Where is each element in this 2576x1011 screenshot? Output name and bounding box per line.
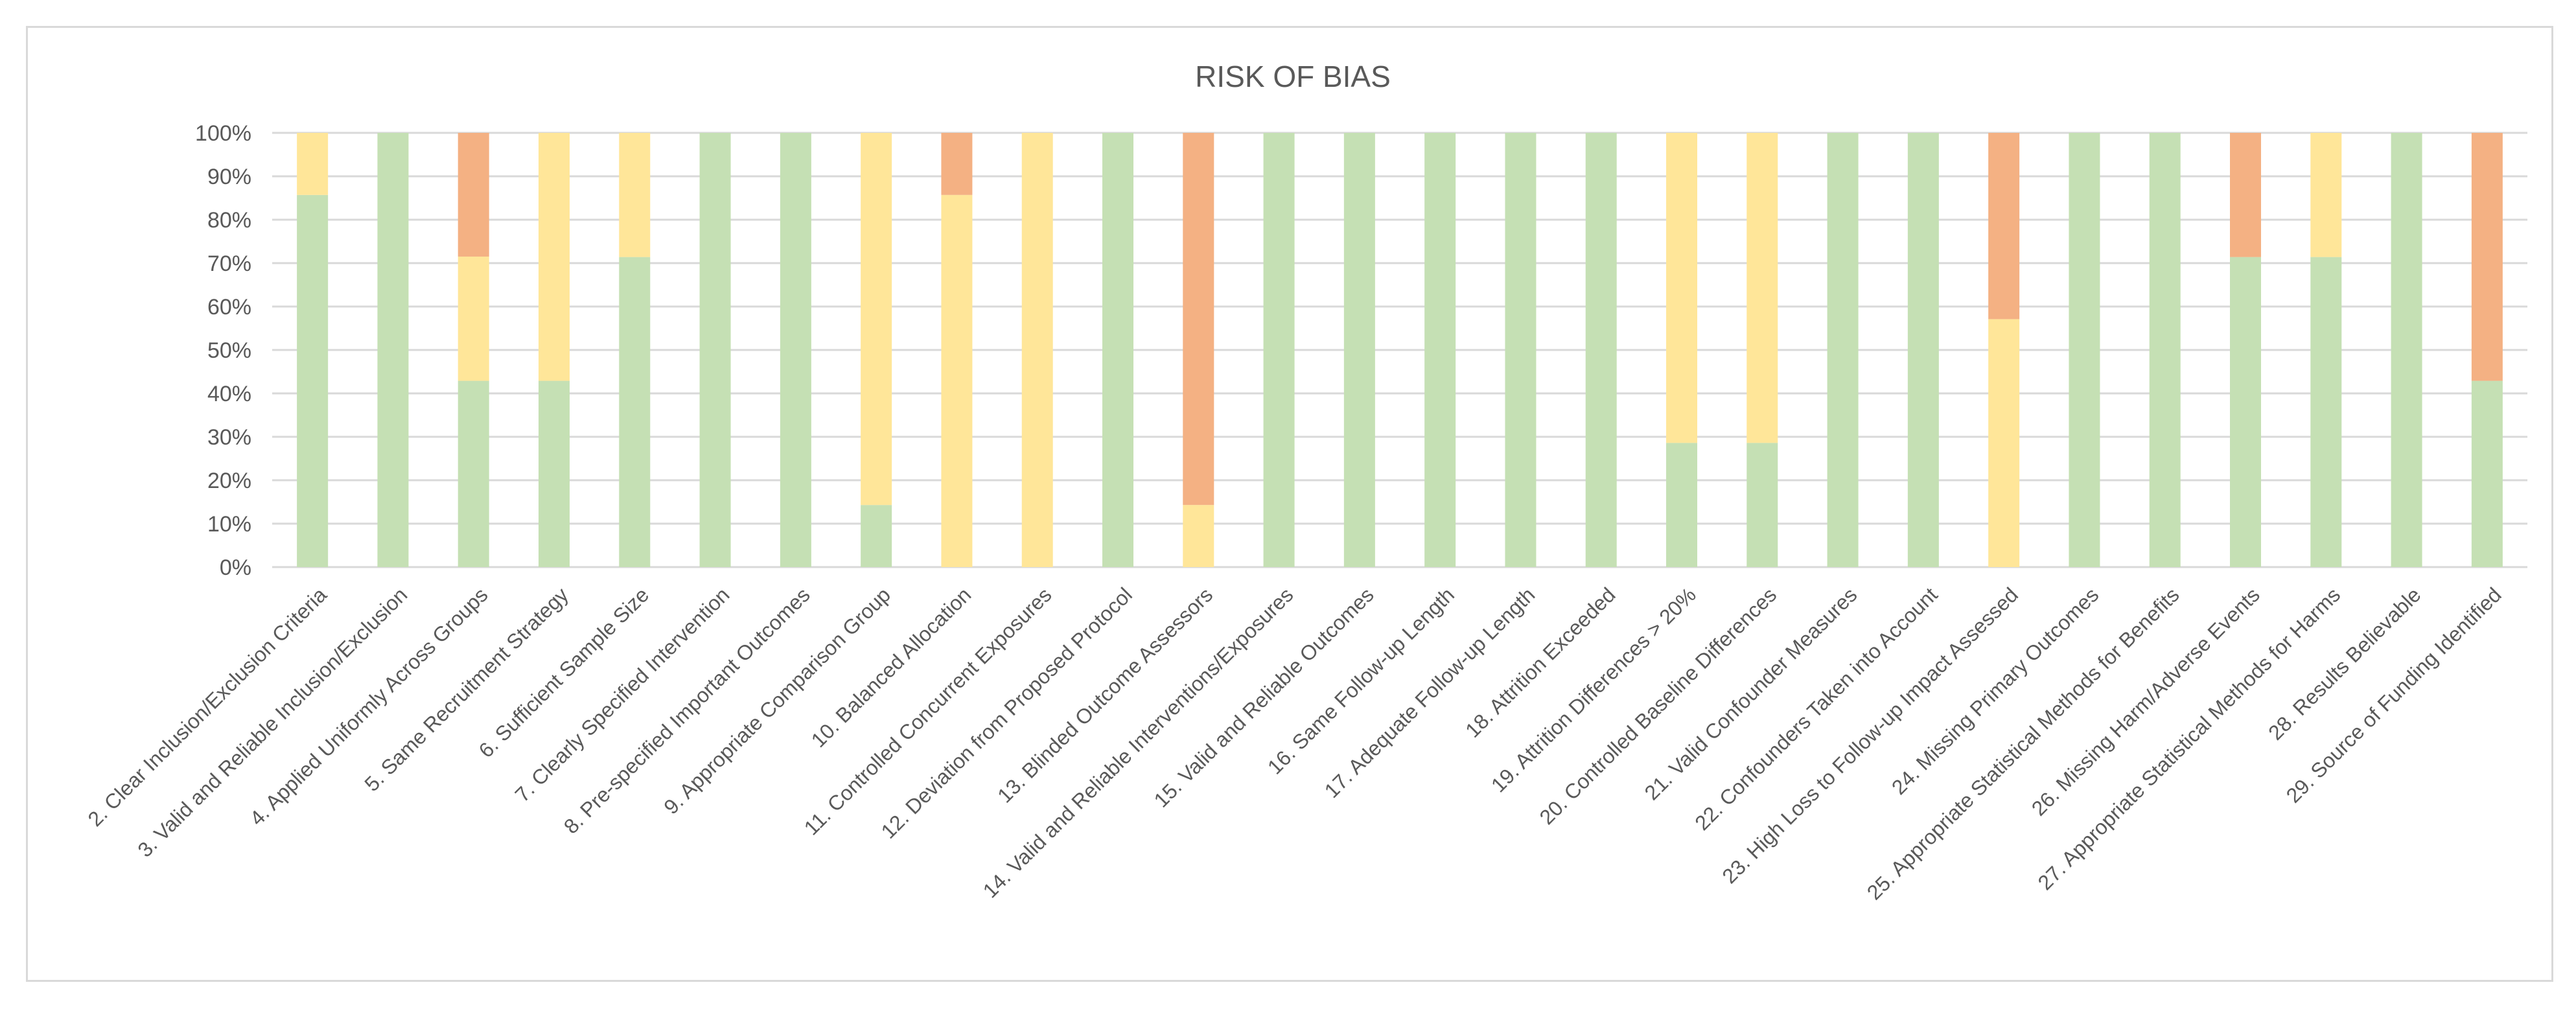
bar-segment	[1988, 319, 2020, 567]
bar-segment	[377, 133, 409, 567]
bar-segment	[458, 133, 489, 257]
x-tick-label: 23. High Loss to Follow-up Impact Assess…	[1717, 583, 2023, 888]
bar-segment	[2310, 257, 2342, 567]
x-tick-label: 25. Appropriate Statistical Methods for …	[1862, 583, 2184, 904]
bar-segment	[1746, 443, 1778, 567]
bar-segment	[297, 194, 329, 567]
bar-segment	[2391, 133, 2422, 567]
bar-segment	[1585, 133, 1617, 567]
y-tick-label: 90%	[207, 165, 251, 189]
x-tick-label: 27. Appropriate Statistical Methods for …	[2034, 583, 2345, 894]
bar-segment	[619, 257, 651, 567]
bar-segment	[2149, 133, 2181, 567]
bar-segment	[699, 133, 731, 567]
bar-segment	[1827, 133, 1859, 567]
bar-segment	[1021, 133, 1053, 567]
bar-segment	[1666, 443, 1697, 567]
bar-segment	[2310, 133, 2342, 257]
y-tick-label: 40%	[207, 382, 251, 406]
y-tick-label: 70%	[207, 251, 251, 276]
bar-segment	[619, 133, 651, 257]
bar-segment	[1263, 133, 1295, 567]
y-tick-label: 60%	[207, 295, 251, 320]
bar-segment	[1907, 133, 1939, 567]
bar-segment	[780, 133, 811, 567]
x-tick-label: 14. Valid and Reliable Interventions/Exp…	[979, 583, 1298, 902]
bar-segment	[458, 256, 489, 381]
x-tick-label: 6. Sufficient Sample Size	[474, 583, 654, 762]
bar-segment	[861, 133, 892, 506]
bar-segment	[1102, 133, 1133, 567]
y-axis-labels: 0% 10% 20% 30% 40% 50% 60% 70% 80% 90% 100%	[195, 121, 251, 580]
y-tick-label: 100%	[195, 121, 251, 146]
x-tick-label: 10. Balanced Allocation	[807, 583, 976, 752]
bar-segment	[297, 133, 329, 195]
gridlines	[272, 132, 2527, 568]
bar-segment	[1505, 133, 1537, 567]
bar-segment	[1183, 133, 1214, 506]
bar-segment	[539, 133, 570, 381]
bar-segment	[1988, 133, 2020, 320]
bar-segment	[2230, 133, 2261, 257]
chart-title: RISK OF BIAS	[1195, 60, 1391, 93]
y-tick-label: 50%	[207, 338, 251, 363]
y-tick-label: 20%	[207, 469, 251, 493]
bar-segment	[941, 194, 973, 567]
x-tick-label: 18. Attrition Exceeded	[1461, 583, 1620, 742]
y-tick-label: 0%	[220, 555, 251, 580]
bar-segment	[1183, 505, 1214, 567]
bar-segment	[2471, 133, 2503, 381]
x-tick-label: 28. Results Believable	[2264, 583, 2425, 744]
bar-segment	[2069, 133, 2100, 567]
bar-segment	[2471, 380, 2503, 567]
x-axis-labels: 2. Clear Inclusion/Exclusion Criteria3. …	[83, 583, 2505, 904]
y-tick-label: 80%	[207, 208, 251, 233]
bar-segment	[1746, 133, 1778, 443]
bar-segment	[1424, 133, 1456, 567]
bar-segment	[1343, 133, 1375, 567]
bars	[297, 133, 2503, 567]
y-tick-label: 30%	[207, 425, 251, 450]
bar-segment	[458, 380, 489, 567]
bar-segment	[1666, 133, 1697, 443]
bar-segment	[2230, 257, 2261, 567]
bar-segment	[941, 133, 973, 195]
y-tick-label: 10%	[207, 512, 251, 537]
bar-segment	[861, 505, 892, 567]
bar-segment	[539, 380, 570, 567]
